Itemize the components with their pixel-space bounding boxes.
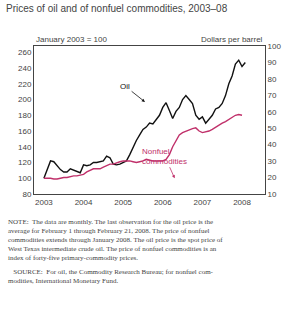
svg-text:90: 90 [268,58,277,67]
svg-text:80: 80 [22,190,31,199]
svg-text:2004: 2004 [75,198,93,207]
svg-text:Nonfuelcommodities: Nonfuelcommodities [142,147,187,166]
svg-text:Prices of oil and of nonfuel c: Prices of oil and of nonfuel commodities… [6,3,228,14]
svg-text:50: 50 [268,124,277,133]
svg-text:60: 60 [268,108,277,117]
svg-text:160: 160 [18,127,32,136]
svg-text:2007: 2007 [194,198,212,207]
svg-text:240: 240 [18,64,32,73]
svg-text:100: 100 [268,42,282,51]
svg-text:NOTE: The data are monthly. T: NOTE: The data are monthly. The last obs… [8,218,223,262]
svg-text:2003: 2003 [35,198,53,207]
svg-text:30: 30 [268,157,277,166]
svg-text:120: 120 [18,158,32,167]
svg-text:2008: 2008 [233,198,251,207]
svg-text:10: 10 [268,190,277,199]
svg-text:2006: 2006 [154,198,172,207]
svg-text:80: 80 [268,75,277,84]
svg-text:220: 220 [18,80,32,89]
svg-text:260: 260 [18,48,32,57]
svg-text:January 2003 = 100: January 2003 = 100 [36,35,107,44]
svg-text:200: 200 [18,95,32,104]
svg-text:100: 100 [18,174,32,183]
svg-text:Dollars per barrel: Dollars per barrel [201,35,263,44]
svg-text:40: 40 [268,140,277,149]
svg-text:70: 70 [268,91,277,100]
svg-text:2005: 2005 [114,198,132,207]
svg-text:140: 140 [18,143,32,152]
svg-text:20: 20 [268,173,277,182]
svg-text:Oil: Oil [120,82,130,91]
svg-text:180: 180 [18,111,32,120]
svg-text:SOURCE: For oil, the Commodit: SOURCE: For oil, the Commodity Research … [8,268,214,285]
